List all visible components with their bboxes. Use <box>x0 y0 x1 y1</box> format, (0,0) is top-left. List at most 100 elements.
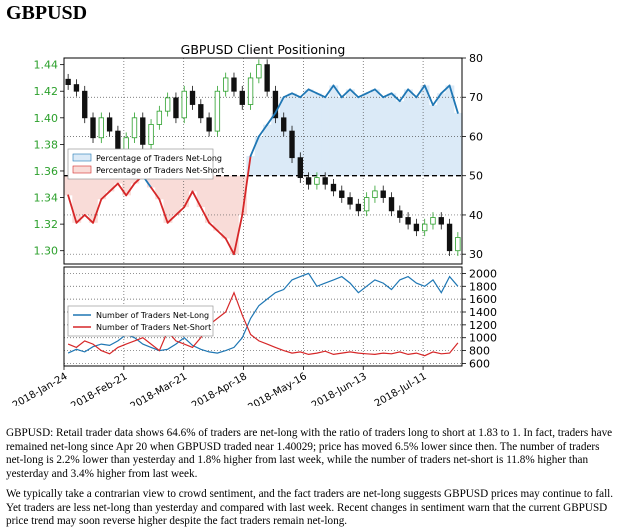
net-short-fill <box>180 175 189 208</box>
legend-box <box>67 305 214 337</box>
count-tick-label: 600 <box>469 357 490 370</box>
legend-swatch <box>72 153 92 162</box>
sentiment-line-segment <box>224 237 235 256</box>
price-candle <box>305 177 312 185</box>
x-tick-label: 2018-Mar-21 <box>129 371 190 406</box>
price-candle <box>231 77 237 92</box>
sentiment-line-segment <box>274 96 285 114</box>
net-long-fill <box>437 93 447 176</box>
price-candle <box>372 190 378 198</box>
sentiment-line-segment <box>315 92 327 99</box>
bottom-panel-frame <box>63 266 463 367</box>
sentiment-line-segment <box>191 190 202 209</box>
sentiment-line-segment <box>183 190 194 209</box>
outlook-paragraph: We typically take a contrarian view to c… <box>6 488 614 528</box>
price-candle <box>380 190 386 198</box>
price-candle <box>106 117 113 132</box>
net-long-fill <box>379 97 388 176</box>
sentiment-line-segment <box>257 123 269 138</box>
sentiment-line-segment <box>116 182 128 197</box>
count-tick-label: 2000 <box>469 267 497 280</box>
sentiment-line-segment <box>158 198 169 224</box>
net-long-fill <box>445 85 455 176</box>
net-long-fill <box>428 105 438 176</box>
sentiment-line-segment <box>390 92 401 103</box>
count-legend: Number of Traders Net-Long Number of Trad… <box>67 305 214 337</box>
legend-label: Percentage of Traders Net-Long <box>96 154 222 163</box>
price-candle <box>140 117 146 145</box>
price-candle <box>339 190 345 198</box>
net-short-fill <box>122 175 131 196</box>
sentiment-line-segment <box>266 112 277 126</box>
sentiment-line-segment <box>307 88 318 95</box>
net-long-fill <box>279 97 289 176</box>
price-candle <box>355 203 362 212</box>
net-short-fill <box>105 175 115 192</box>
net-long-fill <box>345 89 355 176</box>
price-candle <box>347 197 353 205</box>
net-long-fill <box>412 97 422 176</box>
sentiment-line-segment <box>175 206 186 216</box>
net-short-fill <box>72 175 82 223</box>
count-tick-label: 1600 <box>469 293 497 306</box>
price-candle <box>272 90 279 119</box>
price-candle <box>413 223 420 232</box>
price-candle <box>181 90 187 119</box>
sentiment-line-segment <box>382 92 393 99</box>
net-short-fill <box>64 175 73 196</box>
price-tick-label: 1.40 <box>34 112 59 125</box>
count-tick-label: 1400 <box>469 306 497 319</box>
net-short-fill <box>196 175 206 208</box>
sentiment-tick-label: 50 <box>469 170 483 183</box>
sentiment-line-segment <box>100 190 111 201</box>
net-long-fill <box>271 112 281 176</box>
price-candle <box>330 183 337 192</box>
sentiment-tick-label: 60 <box>469 130 483 143</box>
net-long-fill <box>420 85 430 176</box>
price-candle <box>422 223 428 232</box>
net-short-fill <box>238 175 248 215</box>
sentiment-line-segment <box>199 206 211 224</box>
sentiment-line-segment <box>448 84 459 114</box>
sentiment-line-segment <box>407 88 418 99</box>
sentiment-line-segment <box>282 92 293 99</box>
net-long-fill <box>246 156 256 176</box>
sentiment-line-segment <box>125 182 136 197</box>
chart-title: GBPUSD Client Positioning <box>181 42 346 57</box>
net-short-fill <box>204 175 214 223</box>
net-long-fill <box>263 124 272 176</box>
sentiment-line-segment <box>108 182 119 193</box>
sentiment-line-segment <box>233 214 244 256</box>
x-tick-label: 2018-May-16 <box>246 371 309 406</box>
net-short-fill <box>163 175 173 223</box>
price-candle <box>264 64 270 92</box>
net-short-fill <box>221 175 231 239</box>
sentiment-line-segment <box>75 214 86 224</box>
price-tick-label: 1.44 <box>34 59 59 72</box>
price-candle <box>73 84 80 92</box>
sentiment-line-segment <box>216 229 227 240</box>
sentiment-line-segment <box>332 84 343 99</box>
sentiment-line-segment <box>241 155 252 216</box>
sentiment-line-segment <box>324 84 335 99</box>
price-candle <box>256 64 262 79</box>
net-long-fill <box>370 89 380 176</box>
price-tick-label: 1.32 <box>34 218 59 231</box>
price-candle <box>189 90 196 105</box>
price-tick-label: 1.38 <box>34 138 59 151</box>
x-tick-label: 2018-Apr-18 <box>190 371 249 406</box>
net-short-count-line <box>67 291 459 357</box>
price-candle <box>388 197 395 212</box>
net-long-fill <box>362 93 372 176</box>
sentiment-line-segment <box>357 92 368 99</box>
x-tick-label: 2018-Feb-21 <box>69 371 129 406</box>
sentiment-line-segment <box>398 88 410 103</box>
net-short-fill <box>113 175 123 184</box>
legend-label: Percentage of Traders Net-Short <box>96 166 224 175</box>
price-tick-label: 1.30 <box>34 245 59 258</box>
summary-paragraph: GBPUSD: Retail trader data shows 64.6% o… <box>6 427 613 480</box>
price-candle <box>223 77 229 92</box>
sentiment-line-segment <box>291 92 302 99</box>
count-tick-label: 1200 <box>469 319 497 332</box>
price-candle <box>206 117 212 132</box>
